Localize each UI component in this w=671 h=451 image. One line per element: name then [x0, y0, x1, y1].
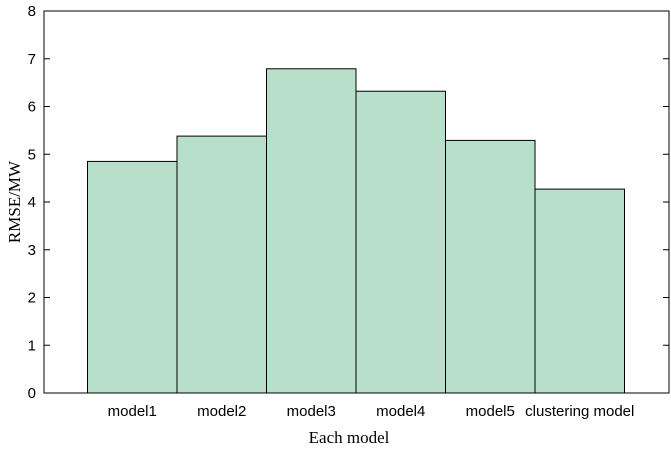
y-tick-label: 4: [28, 194, 36, 211]
y-tick-label: 6: [28, 99, 36, 116]
x-axis-ticks: model1 model2 model3 model4 model5 clustering…: [108, 403, 635, 420]
bar-model3: [266, 68, 357, 394]
y-tick-label: 8: [28, 3, 36, 20]
y-tick-label: 0: [28, 385, 36, 402]
x-tick-label: model1: [108, 403, 157, 420]
bar-model2: [176, 135, 267, 394]
y-tick-label: 2: [28, 290, 36, 307]
y-axis-ticks: 0 1 2 3 4 5 6 7 8: [28, 3, 669, 402]
bar-model1: [87, 160, 178, 394]
bars-group: [87, 68, 625, 394]
x-tick-label: clustering model: [525, 403, 634, 420]
y-axis-title: RMSE/MW: [5, 160, 24, 243]
x-tick-label: model4: [376, 403, 425, 420]
bar-model4: [355, 90, 446, 394]
y-tick-label: 1: [28, 337, 36, 354]
bar-clustering-model: [534, 188, 625, 394]
y-tick-label: 7: [28, 51, 36, 68]
x-tick-label: model3: [287, 403, 336, 420]
bar-model5: [445, 139, 536, 394]
x-axis-title: Each model: [309, 428, 390, 447]
y-tick-label: 3: [28, 242, 36, 259]
x-tick-label: model5: [466, 403, 515, 420]
y-tick-label: 5: [28, 146, 36, 163]
x-tick-label: model2: [197, 403, 246, 420]
